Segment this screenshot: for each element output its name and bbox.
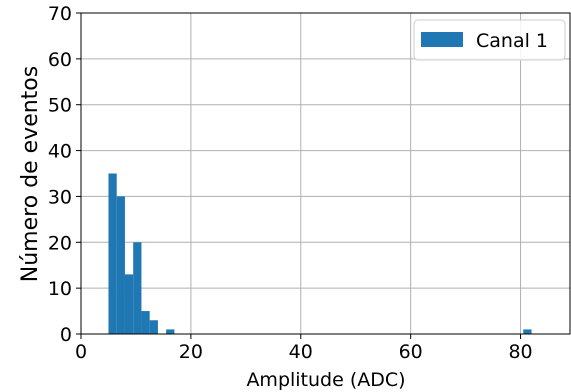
legend-label: Canal 1 bbox=[476, 30, 548, 52]
y-tick-label: 70 bbox=[48, 3, 72, 25]
y-tick-label: 30 bbox=[48, 186, 72, 208]
x-tick-label: 60 bbox=[399, 341, 423, 363]
legend-box bbox=[413, 19, 566, 61]
histogram-bar bbox=[149, 320, 158, 334]
y-tick-label: 50 bbox=[48, 95, 72, 117]
histogram-bar bbox=[108, 173, 117, 334]
x-tick-label: 0 bbox=[75, 341, 87, 363]
x-tick-label: 40 bbox=[289, 341, 313, 363]
histogram-bar bbox=[116, 196, 125, 334]
grid-lines bbox=[81, 12, 570, 334]
y-tick-label: 60 bbox=[48, 49, 72, 71]
histogram-bar bbox=[133, 242, 142, 334]
histogram-bar bbox=[523, 329, 532, 334]
histogram-bar bbox=[166, 329, 175, 334]
y-tick-label: 10 bbox=[48, 278, 72, 300]
x-tick-label: 20 bbox=[179, 341, 203, 363]
axes bbox=[76, 12, 571, 339]
legend: Canal 1 bbox=[413, 19, 566, 61]
histogram-bars bbox=[108, 173, 532, 334]
x-tick-label: 80 bbox=[508, 341, 532, 363]
y-tick-label: 40 bbox=[48, 141, 72, 163]
y-tick-label: 0 bbox=[60, 324, 72, 346]
plot-frame bbox=[80, 12, 571, 335]
x-axis-label: Amplitude (ADC) bbox=[246, 369, 405, 391]
y-axis-label: Número de eventos bbox=[18, 66, 43, 282]
y-tick-label: 20 bbox=[48, 232, 72, 254]
histogram-bar bbox=[124, 274, 134, 334]
legend-swatch bbox=[421, 32, 463, 47]
tick-labels: 0 20 40 60 80 0 10 20 30 40 50 60 70 bbox=[48, 3, 533, 363]
histogram-bar bbox=[141, 311, 150, 334]
